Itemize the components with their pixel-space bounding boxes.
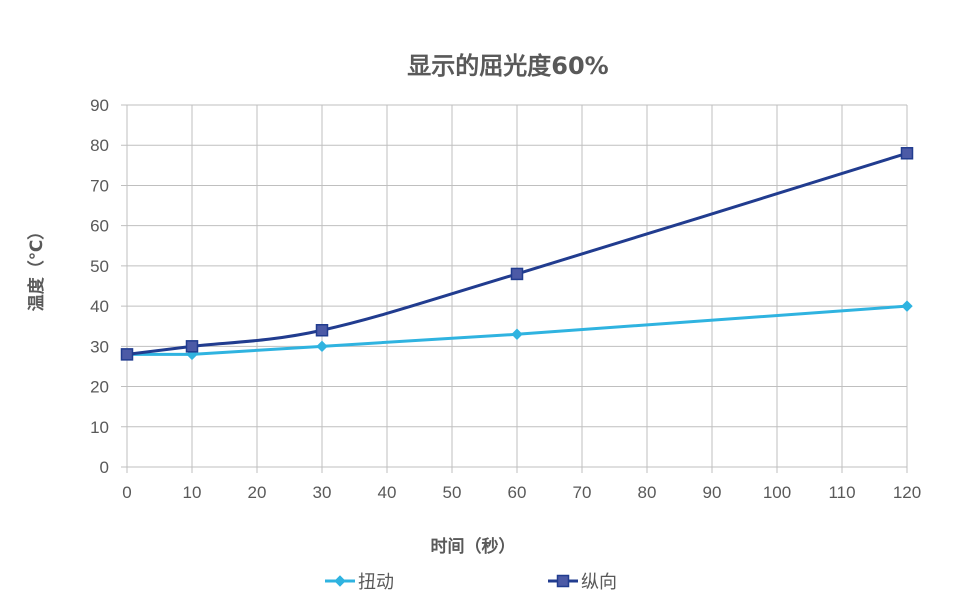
x-tick-label: 30 (313, 483, 332, 502)
data-point (510, 267, 524, 281)
legend-label: 扭动 (358, 572, 394, 593)
data-point (316, 340, 328, 353)
gridlines (121, 104, 908, 473)
data-point (185, 340, 199, 353)
x-tick-label: 0 (122, 483, 131, 502)
x-tick-label: 120 (893, 483, 921, 502)
x-tick-label: 50 (443, 483, 462, 502)
data-point (901, 300, 913, 312)
y-tick-label: 70 (90, 176, 109, 195)
y-axis-ticks: 0 10 20 30 40 50 60 70 80 90 (90, 96, 109, 477)
data-point (511, 328, 523, 340)
series-2 (120, 147, 914, 361)
y-tick-label: 60 (90, 217, 109, 236)
y-tick-label: 80 (90, 136, 109, 155)
x-tick-label: 100 (763, 483, 791, 502)
x-tick-label: 60 (508, 483, 527, 502)
x-tick-label: 70 (573, 483, 592, 502)
legend: 扭动 纵向 (325, 572, 617, 593)
legend-item: 纵向 (548, 572, 617, 593)
data-point (315, 323, 329, 337)
x-axis-label: 时间（秒） (431, 536, 516, 557)
y-tick-label: 90 (90, 96, 109, 115)
chart-title: 显示的屈光度60% (407, 52, 608, 80)
legend-label: 纵向 (581, 572, 617, 593)
x-tick-label: 20 (248, 483, 267, 502)
x-tick-label: 10 (183, 483, 202, 502)
x-tick-label: 110 (828, 483, 855, 502)
y-tick-label: 40 (90, 297, 109, 316)
series (120, 147, 914, 361)
legend-marker (334, 575, 346, 587)
y-axis-label: 温度（℃） (26, 223, 47, 312)
y-tick-label: 0 (100, 458, 109, 477)
x-tick-label: 40 (378, 483, 397, 502)
y-tick-label: 20 (90, 378, 109, 397)
x-tick-label: 90 (703, 483, 722, 502)
y-tick-label: 10 (90, 418, 109, 437)
data-point (120, 348, 134, 361)
data-point (900, 147, 914, 160)
x-axis-ticks: 0 10 20 30 40 50 60 70 80 90 100 110 120 (122, 483, 921, 502)
legend-marker (556, 574, 570, 588)
y-tick-label: 30 (90, 337, 109, 356)
y-tick-label: 50 (90, 257, 109, 276)
legend-item: 扭动 (325, 572, 394, 593)
x-tick-label: 80 (638, 483, 657, 502)
